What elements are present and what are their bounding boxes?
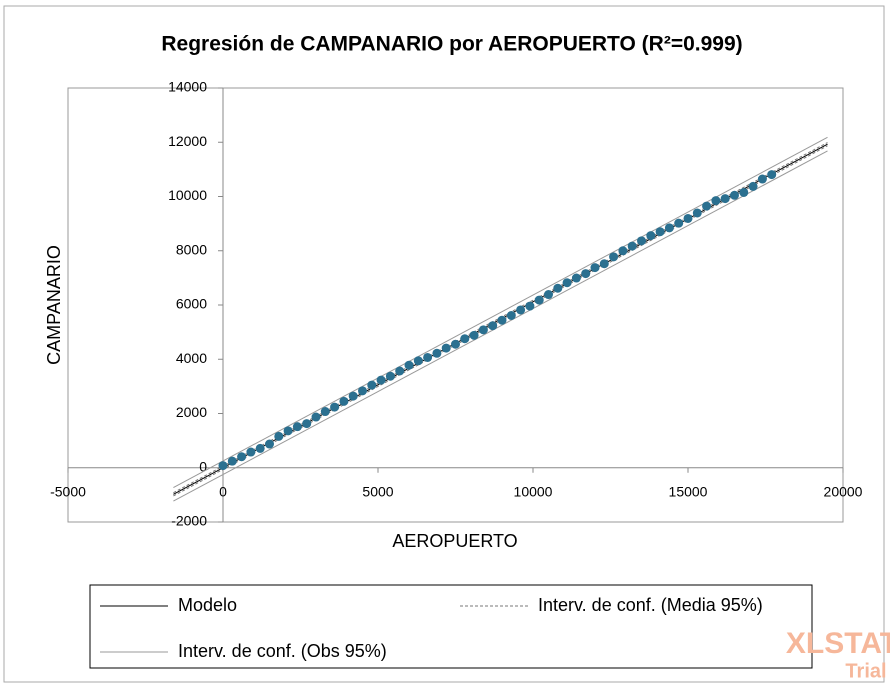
data-point (618, 246, 628, 256)
data-point (441, 343, 451, 353)
x-axis-label: AEROPUERTO (392, 531, 517, 551)
data-point (423, 352, 433, 362)
data-point (571, 273, 581, 283)
data-point (692, 208, 702, 218)
data-point (218, 461, 228, 471)
y-axis-label: CAMPANARIO (44, 245, 64, 365)
data-point (469, 330, 479, 340)
legend-label: Interv. de conf. (Media 95%) (538, 595, 763, 615)
data-point (627, 241, 637, 251)
data-point (246, 447, 256, 457)
data-point (730, 190, 739, 200)
data-point (553, 283, 563, 293)
data-point (367, 380, 377, 390)
interval-line (173, 150, 828, 502)
data-point (283, 426, 293, 436)
data-point (739, 187, 749, 197)
data-point (237, 452, 247, 462)
y-tick-label: 4000 (176, 350, 207, 366)
x-tick-label: 20000 (824, 483, 863, 499)
y-tick-label: 0 (199, 458, 207, 474)
data-point (590, 263, 600, 273)
x-tick-label: 15000 (669, 483, 708, 499)
data-point (395, 366, 405, 376)
y-tick-label: 8000 (176, 241, 207, 257)
data-point (404, 360, 414, 370)
data-point (664, 223, 674, 233)
data-point (674, 218, 684, 228)
data-point (302, 419, 312, 429)
y-tick-label: 6000 (176, 296, 207, 312)
data-point (516, 305, 526, 315)
data-point (506, 310, 516, 320)
data-point (525, 301, 535, 311)
data-point (720, 194, 730, 204)
data-point (534, 295, 544, 305)
y-tick-label: 10000 (168, 187, 207, 203)
data-point (376, 375, 386, 385)
data-point (320, 407, 330, 417)
legend-box (89, 584, 813, 669)
data-point (767, 170, 777, 180)
data-point (292, 422, 302, 432)
data-point (748, 181, 758, 191)
legend-label: Modelo (178, 595, 237, 615)
data-point (478, 325, 488, 335)
watermark: XLSTAT (786, 627, 890, 660)
data-point (683, 213, 693, 223)
data-point (255, 443, 265, 453)
legend-label: Interv. de conf. (Obs 95%) (178, 641, 387, 661)
data-point (711, 196, 721, 206)
data-point (265, 439, 274, 449)
data-point (330, 402, 340, 412)
data-point (562, 278, 572, 288)
data-point (451, 339, 460, 349)
frame (3, 5, 885, 683)
x-tick-label: 5000 (362, 483, 393, 499)
data-point (488, 321, 498, 331)
x-tick-label: -5000 (50, 483, 86, 499)
x-tick-label: 10000 (514, 483, 553, 499)
data-point (348, 391, 358, 401)
chart-title: Regresión de CAMPANARIO por AEROPUERTO (… (161, 33, 742, 56)
data-point (460, 334, 470, 344)
data-point (358, 386, 367, 396)
watermark: Trial (845, 660, 886, 682)
data-point (432, 348, 442, 358)
data-point (497, 315, 507, 325)
data-point (702, 201, 712, 211)
data-point (544, 290, 553, 300)
data-point (655, 227, 665, 237)
data-point (581, 269, 591, 279)
data-point (339, 396, 349, 406)
data-point (609, 252, 619, 262)
interval-line (173, 136, 828, 488)
data-point (385, 371, 395, 381)
data-point (311, 412, 321, 422)
data-point (599, 259, 609, 269)
data-point (646, 231, 656, 241)
data-point (413, 356, 423, 366)
data-point (637, 236, 646, 246)
y-tick-label: 12000 (168, 133, 207, 149)
y-tick-label: 2000 (176, 404, 207, 420)
x-tick-label: 0 (219, 483, 227, 499)
data-point (227, 456, 237, 466)
y-tick-label: -2000 (171, 513, 207, 529)
data-point (757, 174, 767, 184)
y-tick-label: 14000 (168, 79, 207, 95)
plot-area (67, 87, 844, 523)
data-point (274, 431, 284, 441)
